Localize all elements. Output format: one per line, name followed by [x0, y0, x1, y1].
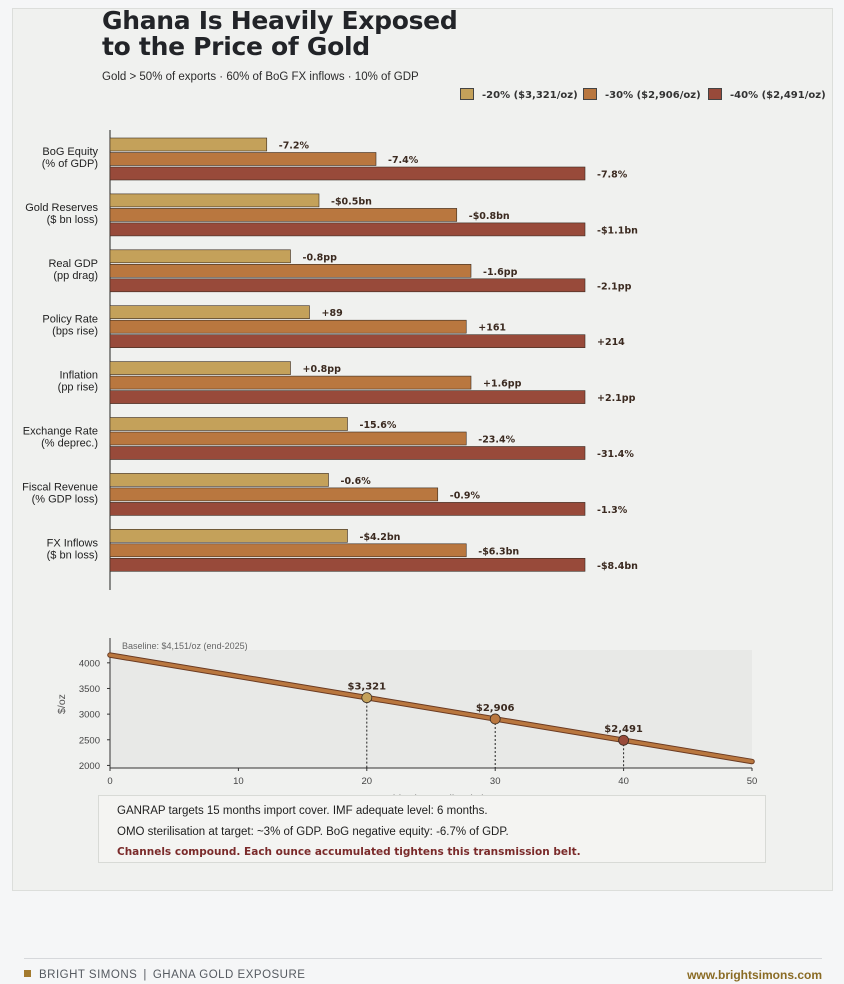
legend-label-30: -30% ($2,906/oz): [605, 90, 701, 101]
bar: [109, 263, 472, 278]
bar: [109, 431, 467, 446]
bar-value-label: -$8.4bn: [597, 561, 638, 572]
footer-url-link[interactable]: www.brightsimons.com: [687, 968, 822, 982]
legend-item-30: -30% ($2,906/oz): [583, 88, 701, 101]
legend-swatch-20: [460, 88, 474, 100]
bar: [109, 557, 586, 572]
bar-value-label: -$4.2bn: [360, 532, 401, 543]
bar-value-label: -1.6pp: [483, 267, 518, 278]
note-line-3: Channels compound. Each ounce accumulate…: [117, 846, 581, 858]
bar-value-label: +2.1pp: [597, 393, 636, 404]
footer-brand: BRIGHT SIMONS | GHANA GOLD EXPOSURE: [24, 969, 305, 981]
category-label: Gold Reserves: [25, 202, 98, 214]
bar: [109, 334, 586, 349]
category-label: ($ bn loss): [47, 549, 98, 561]
footer-brand-name: BRIGHT SIMONS: [39, 969, 138, 981]
legend-label-20: -20% ($3,321/oz): [482, 90, 578, 101]
footer-separator: |: [143, 969, 147, 981]
category-label: (% of GDP): [42, 158, 98, 170]
bar-value-label: -0.8pp: [303, 252, 338, 263]
bar: [109, 446, 586, 460]
bar-value-label: -$6.3bn: [478, 546, 519, 557]
footer-divider: [24, 958, 822, 959]
bar: [109, 278, 586, 293]
bar-value-label: -0.6%: [341, 476, 372, 487]
legend-swatch-30: [583, 88, 597, 100]
footer-section: GHANA GOLD EXPOSURE: [152, 969, 306, 981]
bar: [109, 502, 586, 516]
bar-value-label: -0.9%: [450, 490, 481, 501]
legend-item-20: -20% ($3,321/oz): [460, 88, 578, 101]
bar: [109, 487, 439, 502]
category-label: Exchange Rate: [23, 426, 98, 438]
category-label: Real GDP: [48, 258, 98, 270]
bar: [109, 166, 586, 181]
bar-value-label: -7.4%: [388, 155, 419, 166]
bar-value-label: +214: [597, 337, 625, 348]
bar: [109, 208, 458, 222]
bar-value-label: -31.4%: [597, 449, 634, 460]
bar: [109, 473, 329, 487]
bar: [109, 193, 320, 208]
bar: [109, 528, 348, 543]
legend-swatch-40: [708, 88, 722, 100]
category-label: FX Inflows: [47, 537, 99, 549]
bar-value-label: -$1.1bn: [597, 225, 638, 236]
bar: [109, 222, 586, 237]
bar: [109, 319, 467, 334]
bar-chart: BoG Equity(% of GDP) -7.2% -7.4% -7.8% Gold …: [22, 130, 638, 590]
bar-value-label: +89: [322, 308, 343, 319]
bar-value-label: -15.6%: [360, 420, 397, 431]
bar-value-label: -23.4%: [478, 435, 515, 446]
category-label: Fiscal Revenue: [22, 481, 98, 493]
category-label: (% deprec.): [41, 438, 98, 450]
bar-value-label: -2.1pp: [597, 281, 632, 292]
brand-square-icon: [24, 970, 31, 977]
notes-box: GANRAP targets 15 months import cover. I…: [98, 795, 766, 863]
bar: [109, 152, 377, 166]
category-label: (% GDP loss): [32, 493, 98, 505]
bar-value-label: -$0.8bn: [469, 211, 510, 222]
bar: [109, 543, 467, 558]
category-label: (pp rise): [58, 382, 98, 394]
bar: [109, 361, 291, 375]
page-title: Ghana Is Heavily Exposed to the Price of…: [102, 6, 458, 61]
bar: [109, 417, 348, 431]
bar: [109, 390, 586, 404]
bar-value-label: -7.2%: [279, 141, 310, 152]
category-label: (bps rise): [52, 326, 98, 338]
page-subtitle: Gold > 50% of exports · 60% of BoG FX in…: [102, 71, 419, 83]
note-line-2: OMO sterilisation at target: ~3% of GDP.…: [117, 826, 509, 838]
category-label: (pp drag): [53, 270, 98, 282]
category-label: Policy Rate: [42, 314, 98, 326]
bar: [109, 137, 268, 152]
bar-value-label: -7.8%: [597, 170, 628, 181]
category-label: Inflation: [59, 370, 98, 382]
bar-value-label: +0.8pp: [303, 364, 342, 375]
bar-value-label: +161: [478, 323, 506, 334]
bar-value-label: +1.6pp: [483, 379, 522, 390]
category-label: ($ bn loss): [47, 214, 98, 226]
note-line-1: GANRAP targets 15 months import cover. I…: [117, 805, 488, 817]
bar-value-label: -1.3%: [597, 505, 628, 516]
bar: [109, 305, 310, 320]
legend-item-40: -40% ($2,491/oz): [708, 88, 826, 101]
bar-value-label: -$0.5bn: [331, 196, 372, 207]
bar: [109, 249, 291, 264]
bar: [109, 375, 472, 390]
legend-label-40: -40% ($2,491/oz): [730, 90, 826, 101]
category-label: BoG Equity: [42, 146, 98, 158]
